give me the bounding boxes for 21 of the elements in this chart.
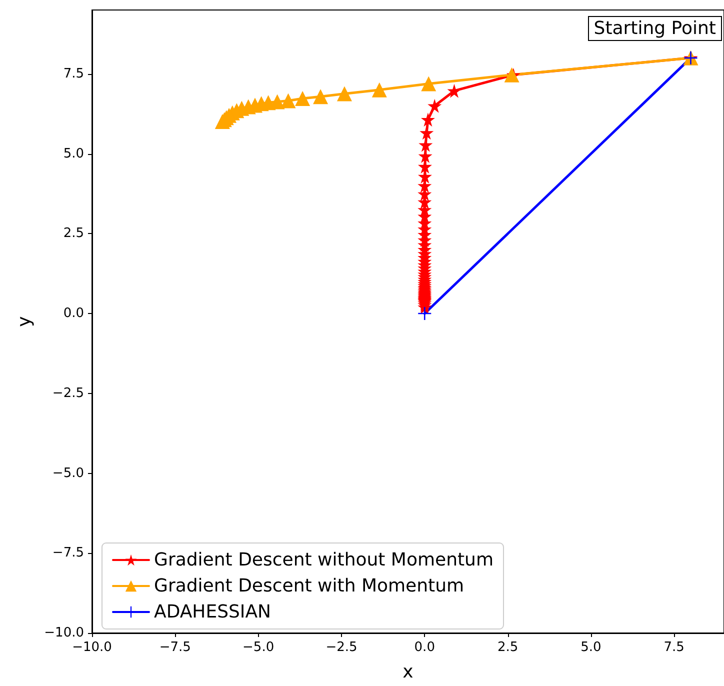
y-tick-label: 7.5 <box>63 66 84 82</box>
annotation: Starting Point <box>588 16 722 41</box>
y-tick-label: −10.0 <box>44 626 84 640</box>
y-tick-label: −5.0 <box>52 466 84 481</box>
legend-label: Gradient Descent without Momentum <box>154 550 494 570</box>
x-tick-label: −2.5 <box>326 640 358 655</box>
x-tick-label: −5.0 <box>242 640 274 655</box>
x-tick-label: 5.0 <box>580 640 602 655</box>
x-tick-label: 0.0 <box>414 640 435 655</box>
x-tick-label: −7.5 <box>159 640 191 655</box>
y-tick-label: −7.5 <box>52 546 84 561</box>
x-tick-label: 7.5 <box>664 640 684 655</box>
x-axis-title: x <box>402 662 414 682</box>
y-tick-label: −2.5 <box>52 386 84 401</box>
y-tick-label: 2.5 <box>63 226 84 242</box>
y-axis-title: y <box>14 316 35 327</box>
y-tick-label: 5.0 <box>63 146 84 162</box>
x-tick-label: 2.5 <box>497 640 518 655</box>
legend-label: ADAHESSIAN <box>154 602 272 622</box>
legend-label: Gradient Descent with Momentum <box>154 576 464 596</box>
y-tick-label: 0.0 <box>63 306 84 322</box>
